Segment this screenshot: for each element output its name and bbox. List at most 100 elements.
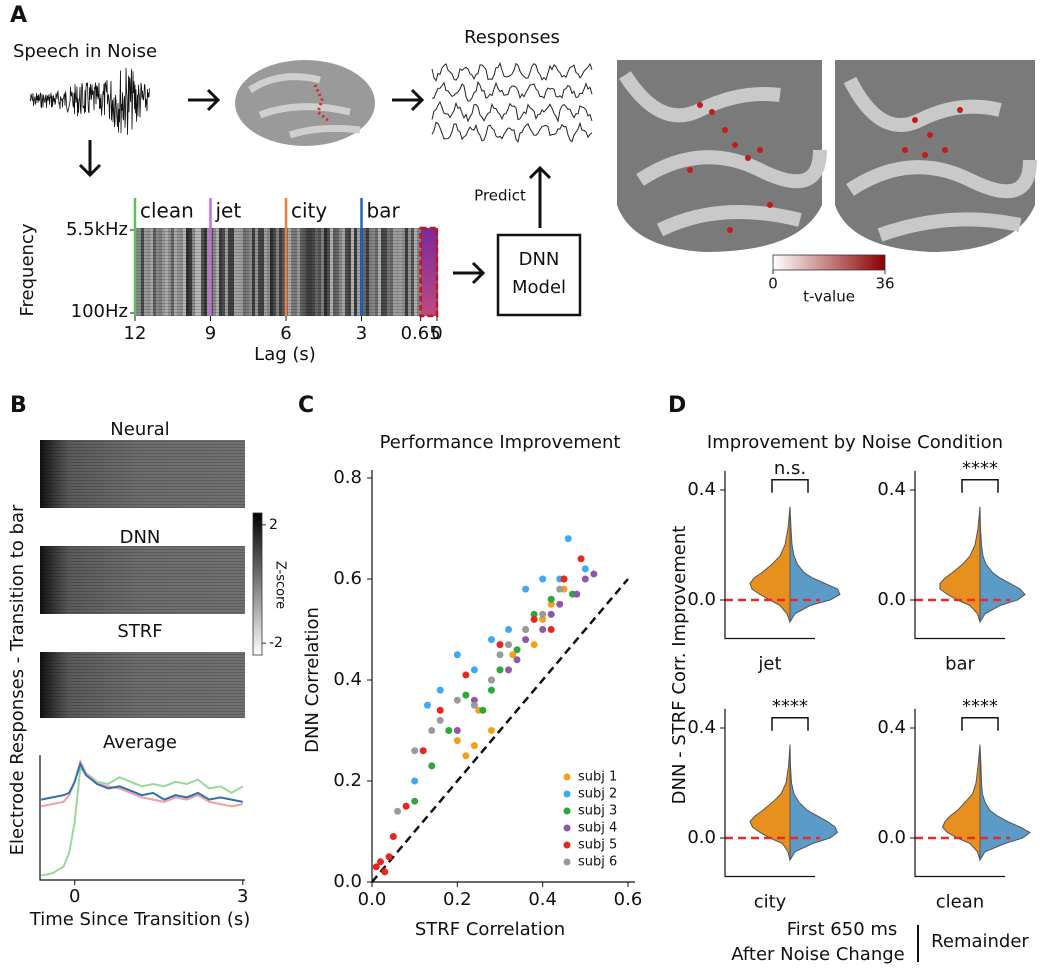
y-tick-label: 0.0 [687, 589, 716, 610]
condition-label: bar [367, 199, 401, 223]
legend-label: subj 4 [578, 821, 617, 836]
scatter-point [560, 575, 568, 583]
scatter-point [462, 752, 470, 760]
scatter-point [581, 565, 589, 573]
scatter-point [453, 651, 461, 659]
y-tick-label: 0.4 [333, 669, 362, 690]
category-label: city [754, 892, 787, 913]
scatter-point [436, 716, 444, 724]
line-series [40, 766, 244, 877]
colorbar-tick-label: -2 [269, 635, 283, 651]
scatter-point [513, 646, 521, 654]
input-label: Speech in Noise [13, 41, 157, 62]
panel-letter: C [298, 393, 314, 418]
scatter-point [539, 610, 547, 618]
scatter-point [487, 727, 495, 734]
scatter-point [509, 651, 517, 659]
colorbar [252, 512, 263, 656]
scatter-point [487, 636, 495, 644]
y-axis-label: DNN - STRF Corr. Improvement [669, 526, 690, 805]
scatter-point [423, 701, 431, 709]
trace [431, 61, 593, 82]
condition-label: clean [140, 199, 194, 223]
violin-half [789, 506, 841, 624]
x-tick-label: 3 [237, 886, 248, 907]
model-box [496, 233, 582, 317]
violin-half [749, 506, 791, 623]
scatter-point [556, 585, 564, 593]
scatter-point [522, 636, 530, 644]
electrodes [687, 102, 963, 233]
waveform [29, 67, 150, 135]
scatter-point [556, 600, 564, 608]
scatter-point [573, 590, 581, 598]
response-traces [431, 61, 593, 144]
identity-line [371, 578, 629, 883]
scatter-point [453, 737, 461, 745]
chart-title: Average [103, 732, 177, 753]
heatmap-texture [40, 546, 245, 614]
scatter-point [577, 555, 585, 563]
scatter-point [547, 626, 555, 633]
scatter-point [487, 686, 495, 694]
scatter-point [445, 727, 453, 734]
scatter-point [428, 727, 436, 734]
legend-label: Remainder [931, 931, 1029, 952]
scatter-point [522, 626, 530, 633]
legend-marker [563, 773, 571, 781]
scatter-point [462, 691, 470, 699]
scatter-point [385, 853, 393, 861]
scatter-point [505, 666, 513, 674]
scatter-point [372, 863, 380, 871]
line-series [40, 761, 244, 803]
x-tick-label: 0 [431, 323, 442, 344]
scatter-point [453, 727, 461, 734]
legend-label: subj 1 [578, 770, 617, 785]
panel-letter: A [10, 3, 27, 28]
y-axis-label: Frequency [17, 223, 38, 316]
significance-label: **** [962, 458, 998, 479]
heatmaps: Neural DNN STRF [40, 419, 245, 718]
significance-label: **** [962, 696, 998, 717]
waveform-path [29, 67, 150, 135]
y-tick-label: 0.4 [687, 479, 716, 500]
panel-letter: B [10, 393, 27, 418]
y-tick-label: 0.4 [687, 717, 716, 738]
x-tick-label: 0.6 [614, 889, 643, 910]
x-tick-label: 9 [205, 323, 216, 344]
x-axis-label: STRF Correlation [415, 919, 565, 940]
scatter-point [547, 610, 555, 618]
panel-letter: D [668, 393, 686, 418]
scatter-point [539, 615, 547, 623]
scatter-point [419, 747, 427, 755]
condition-label: city [291, 199, 327, 223]
legend-label: First 650 ms [787, 919, 898, 940]
trace [431, 100, 593, 123]
heatmap-texture [40, 440, 245, 508]
colorbar-tick-label: 36 [875, 275, 894, 293]
colorbar [772, 254, 886, 271]
colorbar-tick-label: 2 [269, 517, 278, 533]
scatter-point [522, 585, 530, 593]
scatter-point [496, 641, 504, 649]
arrow [528, 165, 552, 228]
model-label: DNN [519, 249, 560, 270]
legend-label: subj 2 [578, 787, 617, 802]
scatter-point [411, 777, 419, 785]
scatter-point [402, 802, 410, 810]
y-tick-label: 0.0 [333, 871, 362, 892]
scatter-point [470, 696, 478, 704]
scatter-point [547, 595, 555, 603]
violin-half [789, 744, 839, 862]
scatter-point [590, 570, 598, 578]
heatmap-texture [40, 652, 245, 718]
arrow [188, 88, 221, 112]
scatter-point [479, 706, 487, 714]
scatter-point [470, 666, 478, 674]
chart-title: Performance Improvement [380, 432, 621, 453]
scatter-point [470, 701, 478, 709]
y-tick-label: 0.6 [333, 568, 362, 589]
x-tick-label: 0 [69, 886, 80, 907]
x-tick-label: 12 [124, 323, 147, 344]
